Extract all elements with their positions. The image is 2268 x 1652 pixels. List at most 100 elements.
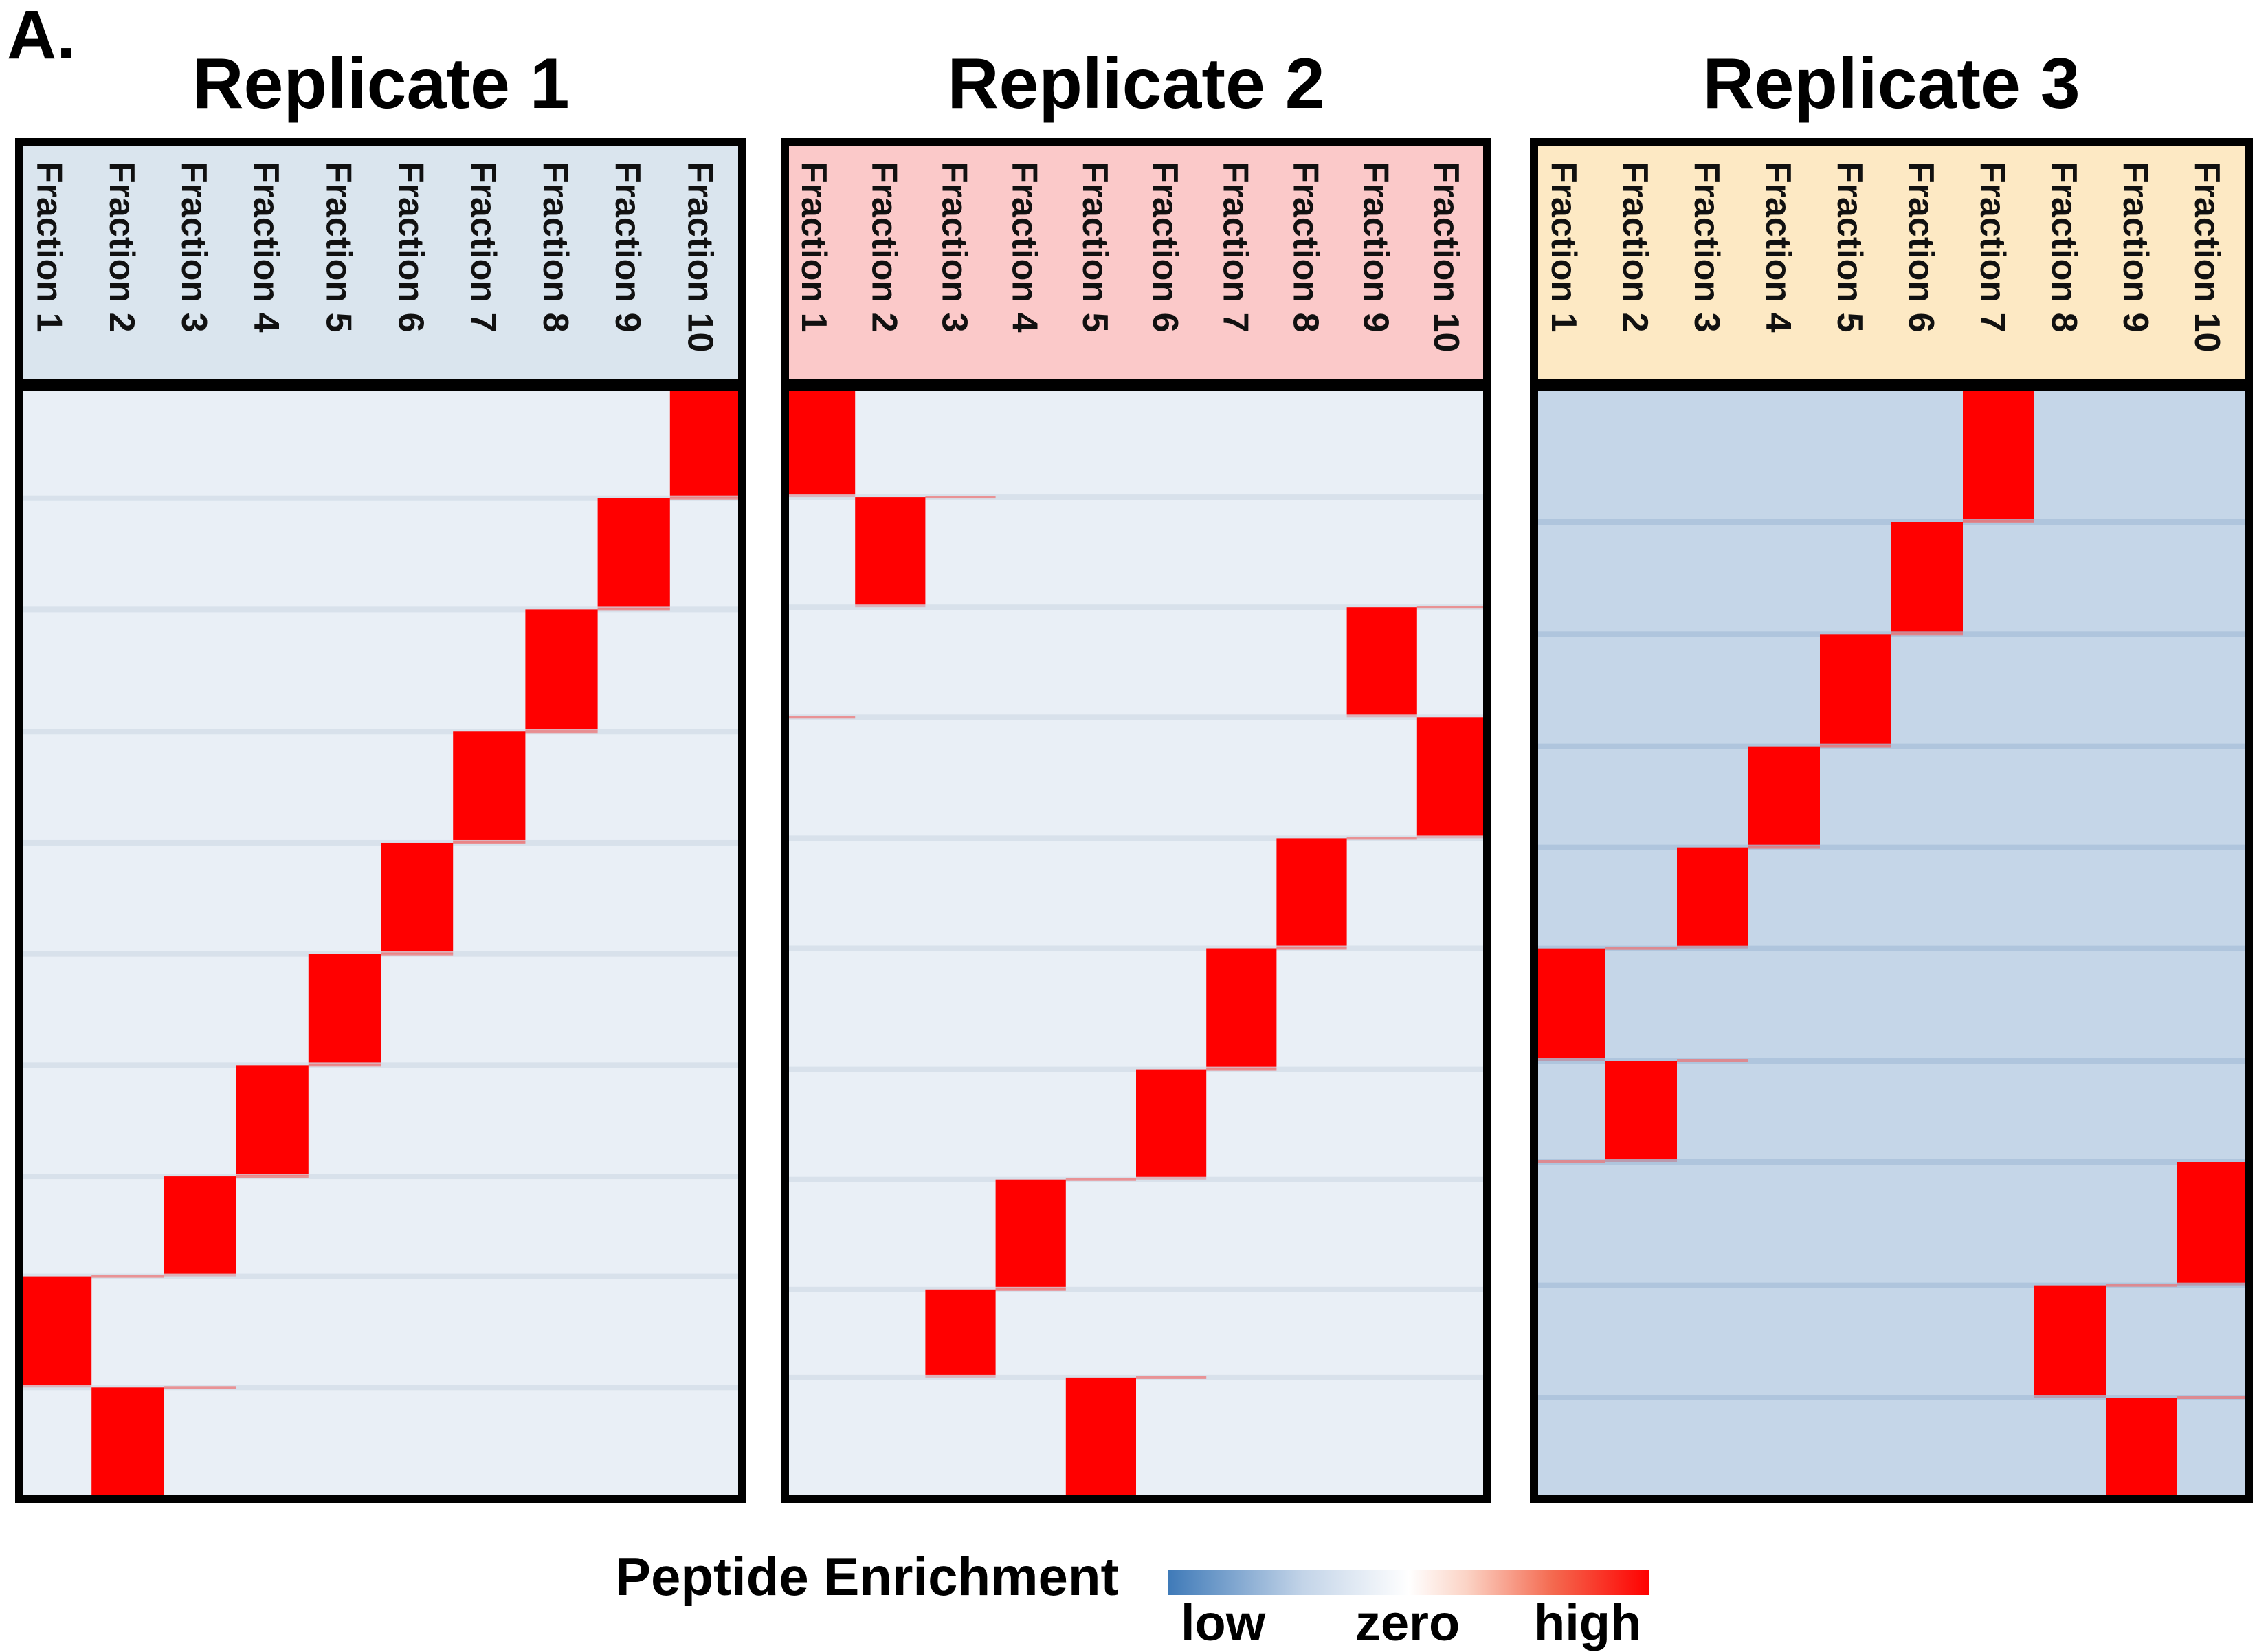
replicate-1-row-boundary-1 — [19, 495, 742, 501]
replicate-3-block-10 — [2106, 1398, 2177, 1499]
replicate-2-col-label-1: Fraction 1 — [794, 162, 834, 333]
replicate-1-row-boundary-9 — [19, 1385, 742, 1391]
replicate-1-streak-9 — [164, 1386, 236, 1389]
legend-title: Peptide Enrichment — [615, 1546, 1119, 1607]
replicate-1-row-boundary-3 — [19, 729, 742, 735]
replicate-3-row-boundary-8 — [1534, 1282, 2249, 1288]
replicate-1-block-4 — [453, 731, 526, 843]
replicate-2-col-label-7: Fraction 7 — [1215, 162, 1255, 333]
replicate-3-streak-4 — [1748, 846, 1820, 849]
replicate-2-heatmap: Fraction 1 Fraction 2 Fraction 3 Fraction 4… — [781, 138, 1491, 1503]
replicate-3-col-label-1: Fraction 1 — [1544, 162, 1583, 333]
legend-tick-low: low — [1181, 1594, 1266, 1651]
replicate-3-col-label-4: Fraction 4 — [1758, 162, 1798, 333]
replicate-2-col-label-8: Fraction 8 — [1286, 162, 1326, 333]
replicate-3-row-boundary-4 — [1534, 844, 2249, 850]
replicate-1-block-9 — [19, 1276, 92, 1388]
replicate-2-col-label-9: Fraction 9 — [1356, 162, 1396, 333]
replicate-1-block-2 — [597, 498, 670, 610]
replicate-3-block-1 — [1963, 387, 2034, 522]
replicate-1-block-3 — [525, 609, 598, 732]
replicate-1-header — [19, 142, 742, 384]
replicate-1-block-8 — [164, 1176, 236, 1277]
replicate-1-streak-8 — [91, 1275, 164, 1278]
replicate-2-streak-3 — [785, 716, 856, 719]
replicate-2-block-10 — [1065, 1377, 1136, 1499]
replicate-3-title: Replicate 3 — [1702, 44, 2080, 124]
replicate-1-col-label-1: Fraction 1 — [30, 162, 69, 333]
replicate-2-col-label-2: Fraction 2 — [864, 162, 904, 333]
replicate-1-col-label-9: Fraction 9 — [608, 162, 647, 333]
replicate-3-heatmap: Fraction 1 Fraction 2 Fraction 3 Fraction 4… — [1530, 138, 2253, 1503]
replicate-3-col-label-3: Fraction 3 — [1687, 162, 1726, 333]
replicate-2-row-boundary-4 — [785, 835, 1487, 841]
replicate-3-col-label-5: Fraction 5 — [1830, 162, 1869, 333]
replicate-2-col-label-4: Fraction 4 — [1005, 162, 1045, 333]
replicate-3-col-label-6: Fraction 6 — [1901, 162, 1941, 333]
replicate-1-col-label-6: Fraction 6 — [391, 162, 431, 333]
replicate-3-streak-6 — [1677, 1059, 1748, 1062]
replicate-3-matrix-frame — [1530, 383, 2253, 1503]
replicate-2-block-8 — [995, 1179, 1066, 1290]
replicate-1-matrix-frame — [15, 383, 746, 1503]
replicate-3-col-label-7: Fraction 7 — [1972, 162, 2012, 333]
replicate-1-title: Replicate 1 — [192, 44, 570, 124]
replicate-1-block-5 — [381, 842, 454, 954]
replicate-1-block-10 — [91, 1387, 164, 1499]
replicate-3-row-boundary-6 — [1534, 1058, 2249, 1064]
replicate-3-streak-8 — [2106, 1284, 2177, 1287]
replicate-3-col-label-2: Fraction 2 — [1615, 162, 1655, 333]
replicate-3-row-boundary-7 — [1534, 1159, 2249, 1165]
replicate-2-block-2 — [855, 497, 926, 608]
replicate-3-block-6 — [1534, 948, 1605, 1061]
replicate-3-streak-1 — [1963, 520, 2034, 523]
replicate-1-col-label-10: Fraction 10 — [680, 162, 720, 352]
replicate-1-col-label-7: Fraction 7 — [463, 162, 503, 333]
replicate-1-col-label-8: Fraction 8 — [535, 162, 575, 333]
replicate-3-row-boundary-9 — [1534, 1395, 2249, 1400]
replicate-2-block-9 — [925, 1289, 996, 1378]
replicate-2-streak-6 — [1206, 1068, 1277, 1071]
replicate-2-block-7 — [1136, 1069, 1207, 1180]
replicate-2-row-boundary-3 — [785, 714, 1487, 720]
replicate-1-streak-4 — [453, 841, 526, 844]
replicate-1-streak-1 — [669, 496, 742, 500]
replicate-1-block-1 — [669, 387, 742, 498]
replicate-2-streak-2 — [1416, 606, 1487, 609]
replicate-2-streak-1 — [925, 496, 996, 499]
replicate-3-streak-9 — [2177, 1396, 2249, 1399]
replicate-3-block-8 — [2177, 1162, 2249, 1286]
replicate-2-title: Replicate 2 — [947, 44, 1325, 124]
replicate-3-header — [1534, 142, 2249, 384]
replicate-1-streak-3 — [525, 730, 598, 734]
replicate-1-col-label-5: Fraction 5 — [318, 162, 358, 333]
replicate-1-col-label-3: Fraction 3 — [174, 162, 214, 333]
replicate-1-col-label-4: Fraction 4 — [246, 162, 286, 333]
replicate-1-block-7 — [236, 1065, 309, 1177]
replicate-3-streak-3 — [1820, 745, 1891, 748]
replicate-2-col-label-6: Fraction 6 — [1145, 162, 1185, 333]
replicate-2-col-label-5: Fraction 5 — [1075, 162, 1115, 333]
replicate-3-streak-2 — [1891, 632, 1963, 636]
replicate-1-row-boundary-8 — [19, 1273, 742, 1279]
legend-tick-high: high — [1534, 1594, 1642, 1651]
replicate-3-col-label-10: Fraction 10 — [2187, 162, 2227, 352]
legend-tick-zero: zero — [1355, 1594, 1460, 1651]
replicate-2-streak-7 — [1065, 1178, 1136, 1181]
replicate-3-streak-5 — [1605, 947, 1677, 950]
replicate-2-row-boundary-5 — [785, 945, 1487, 951]
legend-colorbar — [1168, 1570, 1649, 1595]
replicate-3-streak-7 — [1534, 1160, 1605, 1163]
replicate-1-streak-5 — [381, 952, 454, 956]
replicate-2-col-label-3: Fraction 3 — [935, 162, 975, 333]
replicate-1-heatmap: Fraction 1 Fraction 2 Fraction 3 Fraction 4… — [15, 138, 746, 1503]
replicate-3-block-3 — [1820, 634, 1891, 747]
replicate-2-header — [785, 142, 1487, 384]
replicate-3-block-4 — [1748, 746, 1820, 848]
replicate-2-matrix-frame — [781, 383, 1491, 1503]
replicate-2-block-4 — [1416, 717, 1487, 839]
replicate-3-block-9 — [2034, 1285, 2106, 1398]
replicate-1-row-boundary-2 — [19, 606, 742, 613]
